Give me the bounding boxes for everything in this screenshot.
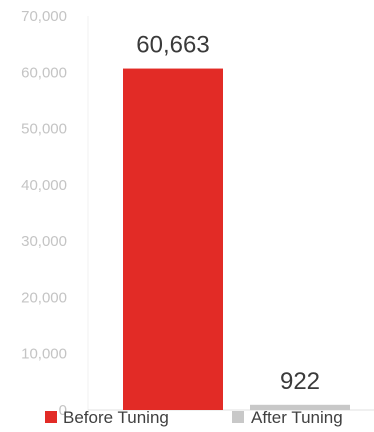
y-tick-label: 40,000 bbox=[21, 177, 67, 194]
y-tick-label: 10,000 bbox=[21, 346, 67, 363]
y-tick-label: 20,000 bbox=[21, 289, 67, 306]
legend-label: Before Tuning bbox=[63, 408, 169, 427]
y-tick-label: 30,000 bbox=[21, 233, 67, 250]
bar-before-tuning bbox=[123, 68, 223, 411]
bar-after-tuning bbox=[250, 404, 350, 410]
legend: Before Tuning After Tuning bbox=[45, 408, 343, 427]
legend-swatch bbox=[232, 411, 244, 423]
bar-value-labels: 60,663 922 bbox=[136, 32, 320, 395]
legend-label: After Tuning bbox=[251, 408, 343, 427]
y-tick-label: 50,000 bbox=[21, 121, 67, 138]
bars bbox=[123, 68, 350, 411]
y-tick-label: 70,000 bbox=[21, 8, 67, 25]
bar-value-label: 922 bbox=[280, 368, 320, 395]
legend-swatch bbox=[45, 411, 57, 423]
y-axis: 0 10,000 20,000 30,000 40,000 50,000 60,000 70,… bbox=[21, 8, 67, 419]
y-tick-label: 0 bbox=[59, 402, 67, 419]
bar-value-label: 60,663 bbox=[136, 32, 209, 59]
y-tick-label: 60,000 bbox=[21, 64, 67, 81]
